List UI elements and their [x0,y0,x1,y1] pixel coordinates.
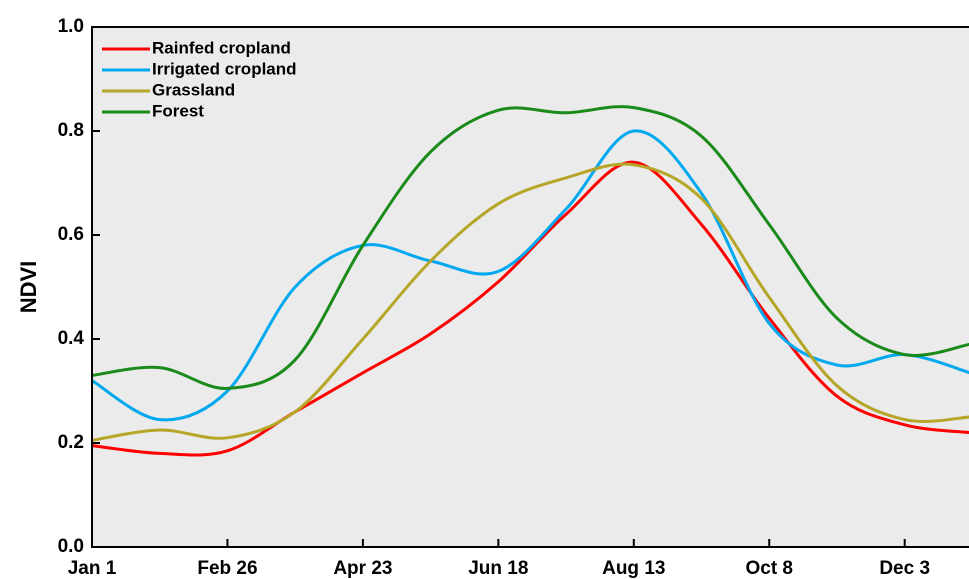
legend-label: Irrigated cropland [152,59,297,78]
legend-label: Rainfed cropland [152,38,291,57]
y-tick-label: 1.0 [58,16,84,37]
series-line [91,162,969,442]
legend-label: Forest [152,101,204,120]
series-line [91,160,969,457]
y-axis-label: NDVI [16,261,41,314]
x-tick-label: Feb 26 [197,558,257,579]
plot-frame [91,26,969,548]
plot-area [92,27,969,547]
x-tick-label: Apr 23 [333,558,392,579]
y-tick-label: 0.2 [58,432,84,453]
x-tick-label: Aug 13 [602,558,665,579]
y-tick-label: 0.0 [58,536,84,557]
x-tick-label: Jun 18 [468,558,528,579]
x-tick-label: Dec 3 [879,558,930,579]
x-tick-label: Oct 8 [745,558,793,579]
series-line [91,105,969,390]
y-tick-label: 0.4 [58,328,85,349]
legend-label: Grassland [152,80,235,99]
y-tick-label: 0.6 [58,224,84,245]
x-tick-label: Jan 1 [68,558,117,579]
y-tick-label: 0.8 [58,120,84,141]
series-line [91,129,969,422]
